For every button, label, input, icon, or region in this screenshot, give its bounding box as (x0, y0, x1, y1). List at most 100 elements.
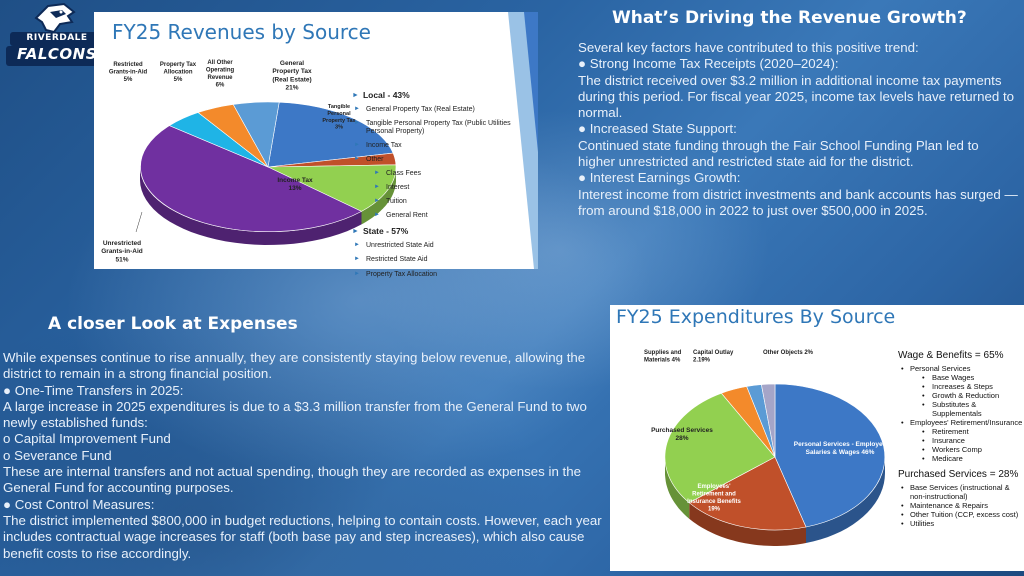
legend-item: Personal Services (898, 364, 1024, 373)
legend-item-label: Interest (386, 184, 410, 192)
label-line: All Other (207, 60, 233, 66)
label-other-objects: Other Objects 2% (763, 350, 814, 356)
legend-subitem: Growth & Reduction (898, 391, 1024, 400)
legend-arrow-icon: ► (374, 184, 380, 191)
label-line: (Real Estate) (272, 76, 311, 83)
legend-arrow-icon: ► (354, 106, 360, 112)
legend-local-head: ► Local - 43% (352, 90, 534, 100)
panel-corner-decoration (508, 12, 538, 269)
label-line: Restricted (113, 62, 143, 68)
legend-arrow-icon: ► (352, 91, 359, 99)
legend-item: ► Property Tax Allocation (352, 271, 534, 279)
legend-state-head: ► State - 57% (352, 226, 534, 236)
label-line: Income Tax (277, 177, 313, 184)
text-line: These are internal transfers and not act… (3, 464, 582, 496)
label-unrestricted: Unrestricted Grants-in-Aid 51% (101, 240, 143, 263)
text-line: The district implemented $800,000 in bud… (3, 512, 602, 561)
label-line: Property Tax (272, 68, 312, 75)
label-employee-benefits: Employees' Retirement and Insurance Benefi… (687, 484, 741, 513)
expenditure-pie-chart: Personal Services - Employee Salaries & W… (644, 350, 887, 546)
label-line: 5% (174, 77, 183, 83)
pie-slice-purchased-services (664, 392, 776, 504)
label-income-tax: Income Tax 13% (277, 177, 313, 192)
legend-subitem: Workers Comp (898, 445, 1024, 454)
wage-benefits-head: Wage & Benefits = 65% (898, 350, 1004, 361)
label-line: Personal Services - Employee (794, 441, 887, 448)
label-line: Employees' (697, 484, 731, 490)
pie-slice-property-tax-real (267, 101, 394, 168)
text-line: While expenses continue to rise annually… (3, 350, 586, 382)
pie-slice-side (140, 167, 362, 245)
legend-state-label: State - 57% (362, 226, 409, 237)
expenditure-chart-panel: FY25 Expenditures By Source Personal Ser… (610, 305, 1024, 571)
text-line: ● Interest Earnings Growth: (578, 170, 741, 186)
label-line: Operating (206, 68, 235, 74)
legend-arrow-icon: ► (354, 242, 360, 249)
revenue-growth-heading: What’s Driving the Revenue Growth? (612, 8, 967, 28)
label-line: Property Tax (160, 62, 197, 68)
revenue-legend: ► Local - 43% ► General Property Tax (Rea… (352, 88, 534, 285)
label-line: 13% (288, 185, 301, 192)
legend-item: ► Class Fees (372, 170, 534, 178)
revenue-chart-title: FY25 Revenues by Source (112, 20, 371, 44)
text-line: Continued state funding through the Fair… (578, 137, 979, 170)
label-line: Capital Outlay (693, 350, 734, 356)
legend-item-label: Class Fees (386, 170, 422, 178)
legend-item: ► Unrestricted State Aid (352, 242, 534, 250)
text-line: ● Strong Income Tax Receipts (2020–2024)… (578, 56, 839, 72)
pie-slice-personal-services (774, 383, 886, 528)
label-line: Other Objects 2% (763, 350, 814, 356)
pie-slice-side (689, 502, 806, 546)
pie-slice-other-revenue (232, 101, 280, 168)
label-tangible: Tangible Personal Property Tax 3% (322, 104, 356, 131)
label-line: Unrestricted (103, 240, 141, 247)
label-purchased-services: Purchased Services 28% (651, 427, 713, 442)
legend-subitem: Insurance (898, 436, 1024, 445)
label-line: Grants-in-Aid (109, 70, 148, 76)
text-line: A large increase in 2025 expenditures is… (3, 398, 587, 431)
legend-item: ► Restricted State Aid (352, 256, 534, 264)
label-line: Personal (327, 111, 351, 117)
legend-item-label: Restricted State Aid (366, 256, 428, 264)
label-supplies: Supplies and Materials 4% (644, 350, 682, 364)
label-capital-outlay: Capital Outlay 2.19% (693, 350, 734, 364)
label-line: Purchased Services (651, 427, 713, 434)
legend-arrow-icon: ► (374, 198, 380, 205)
pie-slice-unrestricted-grants (140, 125, 363, 233)
label-line: 21% (285, 84, 298, 91)
expenditure-chart-title: FY25 Expenditures By Source (616, 306, 896, 328)
falcon-logo-icon (6, 2, 106, 66)
text-line: Several key factors have contributed to … (578, 40, 919, 55)
legend-item-label: General Rent (386, 212, 428, 220)
legend-subitem: Substitutes & Supplementals (898, 400, 1024, 418)
label-line: 28% (675, 435, 688, 442)
label-line: Materials 4% (644, 358, 681, 364)
legend-item: ► General Property Tax (Real Estate) (352, 106, 534, 114)
riverdale-falcons-logo: RIVERDALE FALCONS (2, 2, 110, 70)
pie-slice-income-tax (267, 164, 397, 212)
revenue-pie-chart: General Property Tax (Real Estate) 21%Tangi… (101, 60, 397, 263)
pie-slice-side (361, 164, 396, 225)
legend-subitem: Retirement (898, 427, 1024, 436)
label-property-tax-real: General Property Tax (Real Estate) 21% (272, 60, 312, 91)
legend-subitem: Base Wages (898, 373, 1024, 382)
label-line: General (280, 60, 304, 67)
text-line: ● One-Time Transfers in 2025: (3, 382, 184, 398)
legend-arrow-icon: ► (354, 142, 360, 149)
legend-item: Base Services (instructional & non-instr… (898, 483, 1024, 501)
label-line: Grants-in-Aid (101, 248, 143, 255)
expenses-text: While expenses continue to rise annually… (3, 350, 611, 562)
legend-arrow-icon: ► (354, 156, 360, 163)
legend-arrow-icon: ► (352, 227, 359, 235)
legend-item: ► Income Tax (352, 142, 534, 150)
label-line: 2.19% (693, 358, 711, 364)
label-line: Supplies and (644, 350, 682, 356)
expenses-heading: A closer Look at Expenses (48, 314, 298, 334)
legend-arrow-icon: ► (354, 120, 360, 127)
pie-slice-other-objects (761, 383, 776, 458)
purchased-services-head: Purchased Services = 28% (898, 469, 1019, 480)
text-line: ● Increased State Support: (578, 121, 737, 137)
label-property-tax-allocation: Property Tax Allocation 5% (160, 62, 197, 83)
logo-text-top: RIVERDALE (26, 33, 88, 43)
legend-item: ► Interest (372, 184, 534, 192)
